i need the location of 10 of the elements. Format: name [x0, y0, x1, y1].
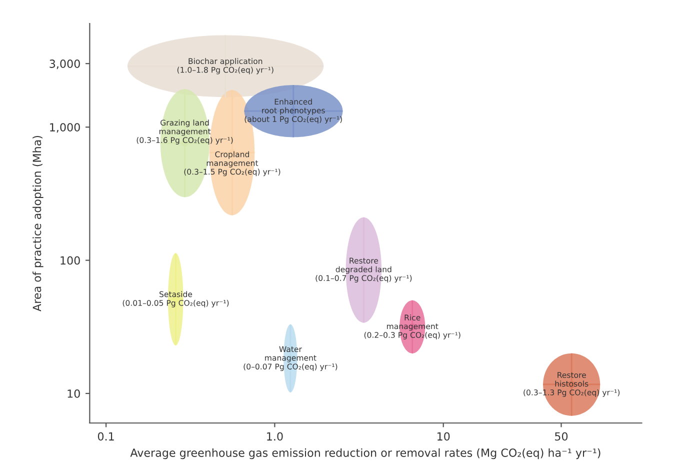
y-tick-label: 100 — [60, 256, 80, 265]
x-tick-label: 10 — [438, 432, 450, 441]
y-tick-label: 10 — [68, 389, 80, 398]
y-axis-title: Area of practice adoption (Mha) — [32, 136, 44, 312]
x-tick-label: 0.1 — [98, 432, 114, 441]
x-tick-label: 50 — [555, 432, 568, 441]
x-axis-title: Average greenhouse gas emission reduction or removal rates (Mg CO₂(eq) ha⁻¹ yr⁻¹) — [130, 448, 600, 460]
y-tick-label: 3,000 — [50, 60, 80, 70]
y-tick-label: 1,000 — [50, 123, 80, 133]
x-tick-label: 1.0 — [267, 432, 283, 441]
